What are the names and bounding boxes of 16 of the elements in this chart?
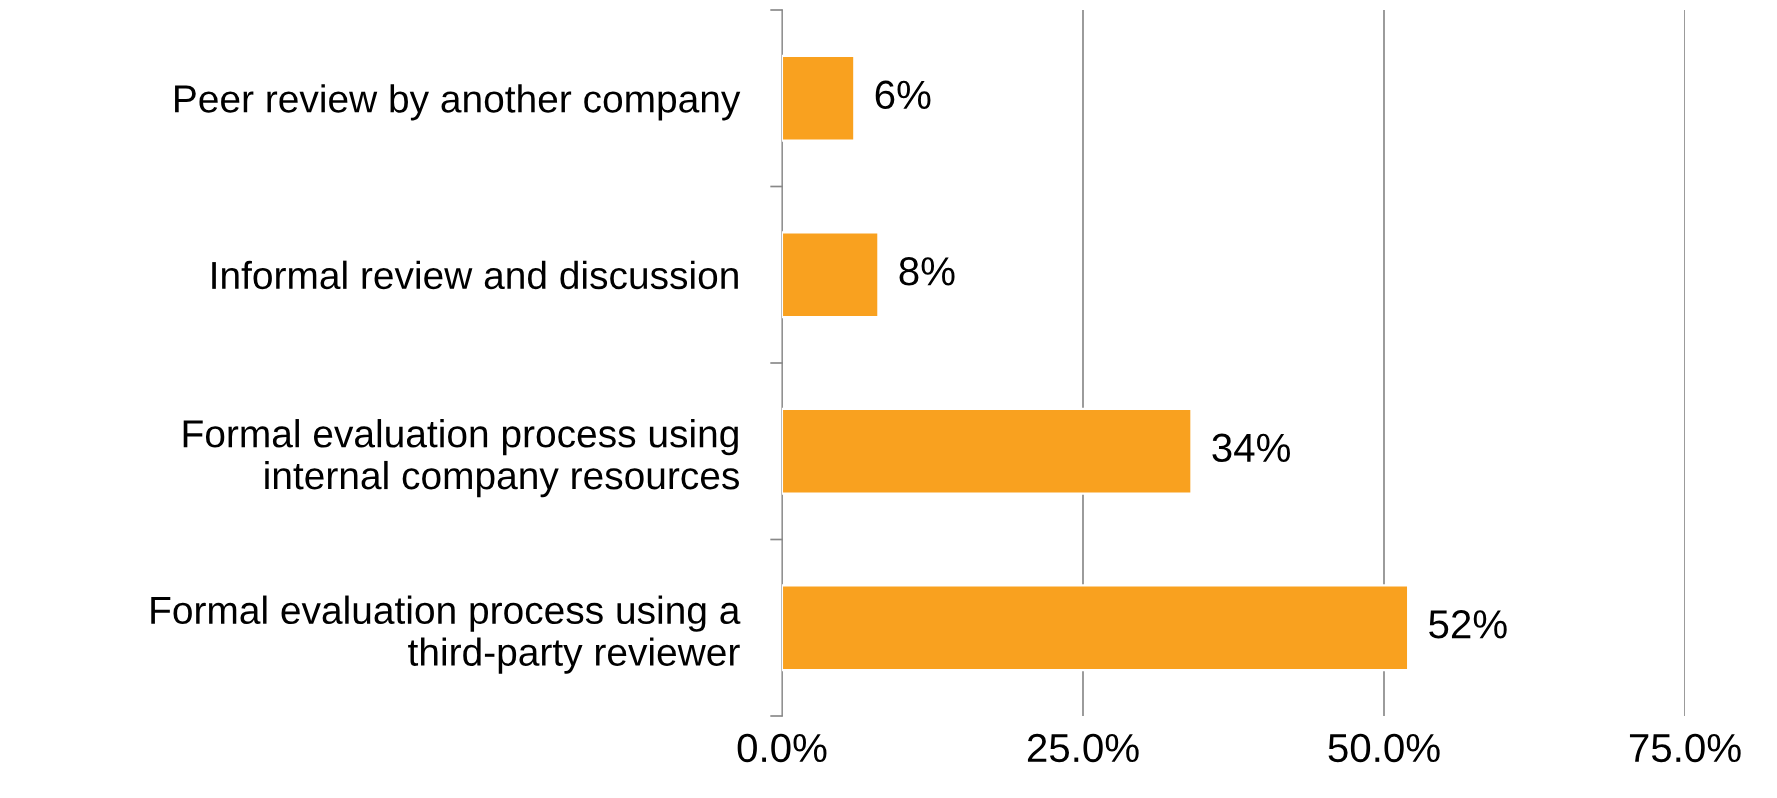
- data-label: 6%: [875, 80, 931, 110]
- y-tick-label: Peer review by another company: [175, 84, 741, 121]
- bar: [782, 231, 880, 319]
- x-tick-label: 25.0%: [1027, 733, 1139, 763]
- data-label: 34%: [1212, 433, 1290, 463]
- x-tick-label: 50.0%: [1328, 733, 1440, 763]
- y-tick-label: Formal evaluation process using a third-party reviewer: [151, 595, 741, 674]
- x-tick-label: 75.0%: [1629, 733, 1741, 763]
- data-label: 52%: [1429, 610, 1507, 639]
- y-tick-label: Informal review and discussion: [212, 260, 738, 290]
- bar: [782, 407, 1193, 495]
- data-label: 8%: [899, 257, 955, 286]
- bar: [782, 54, 856, 142]
- x-tick-label: 0.0%: [737, 733, 827, 763]
- y-tick-label: Formal evaluation process using internal company resources: [183, 419, 739, 498]
- bar: [782, 584, 1410, 672]
